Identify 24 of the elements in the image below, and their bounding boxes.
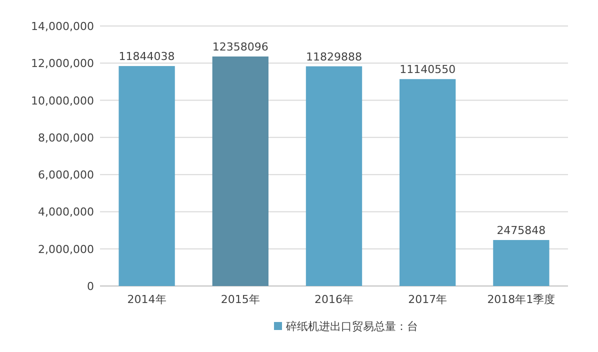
x-tick-label: 2018年1季度 <box>487 293 556 306</box>
bar <box>212 56 268 286</box>
legend-label: 碎纸机进出口贸易总量：台 <box>285 320 418 333</box>
y-tick-label: 0 <box>87 280 94 293</box>
y-tick-label: 14,000,000 <box>31 20 94 33</box>
bar <box>306 66 362 286</box>
y-tick-label: 12,000,000 <box>31 57 94 70</box>
bar <box>118 66 175 286</box>
x-tick-label: 2017年 <box>408 293 448 306</box>
x-tick-label: 2016年 <box>314 293 354 306</box>
data-label: 2475848 <box>496 224 546 238</box>
y-tick-label: 2,000,000 <box>38 242 94 256</box>
y-tick-label: 4,000,000 <box>38 206 94 219</box>
data-label: 12358096 <box>212 40 268 54</box>
y-tick-label: 10,000,000 <box>31 94 94 108</box>
y-tick-label: 6,000,000 <box>38 168 94 182</box>
data-label: 11140550 <box>400 63 456 76</box>
x-tick-label: 2015年 <box>220 293 260 306</box>
x-tick-label: 2014年 <box>127 293 166 306</box>
y-tick-label: 8,000,000 <box>38 131 94 144</box>
bar <box>400 79 456 286</box>
bar <box>493 240 550 286</box>
data-label: 11844038 <box>118 50 175 64</box>
data-label: 11829888 <box>306 50 362 64</box>
